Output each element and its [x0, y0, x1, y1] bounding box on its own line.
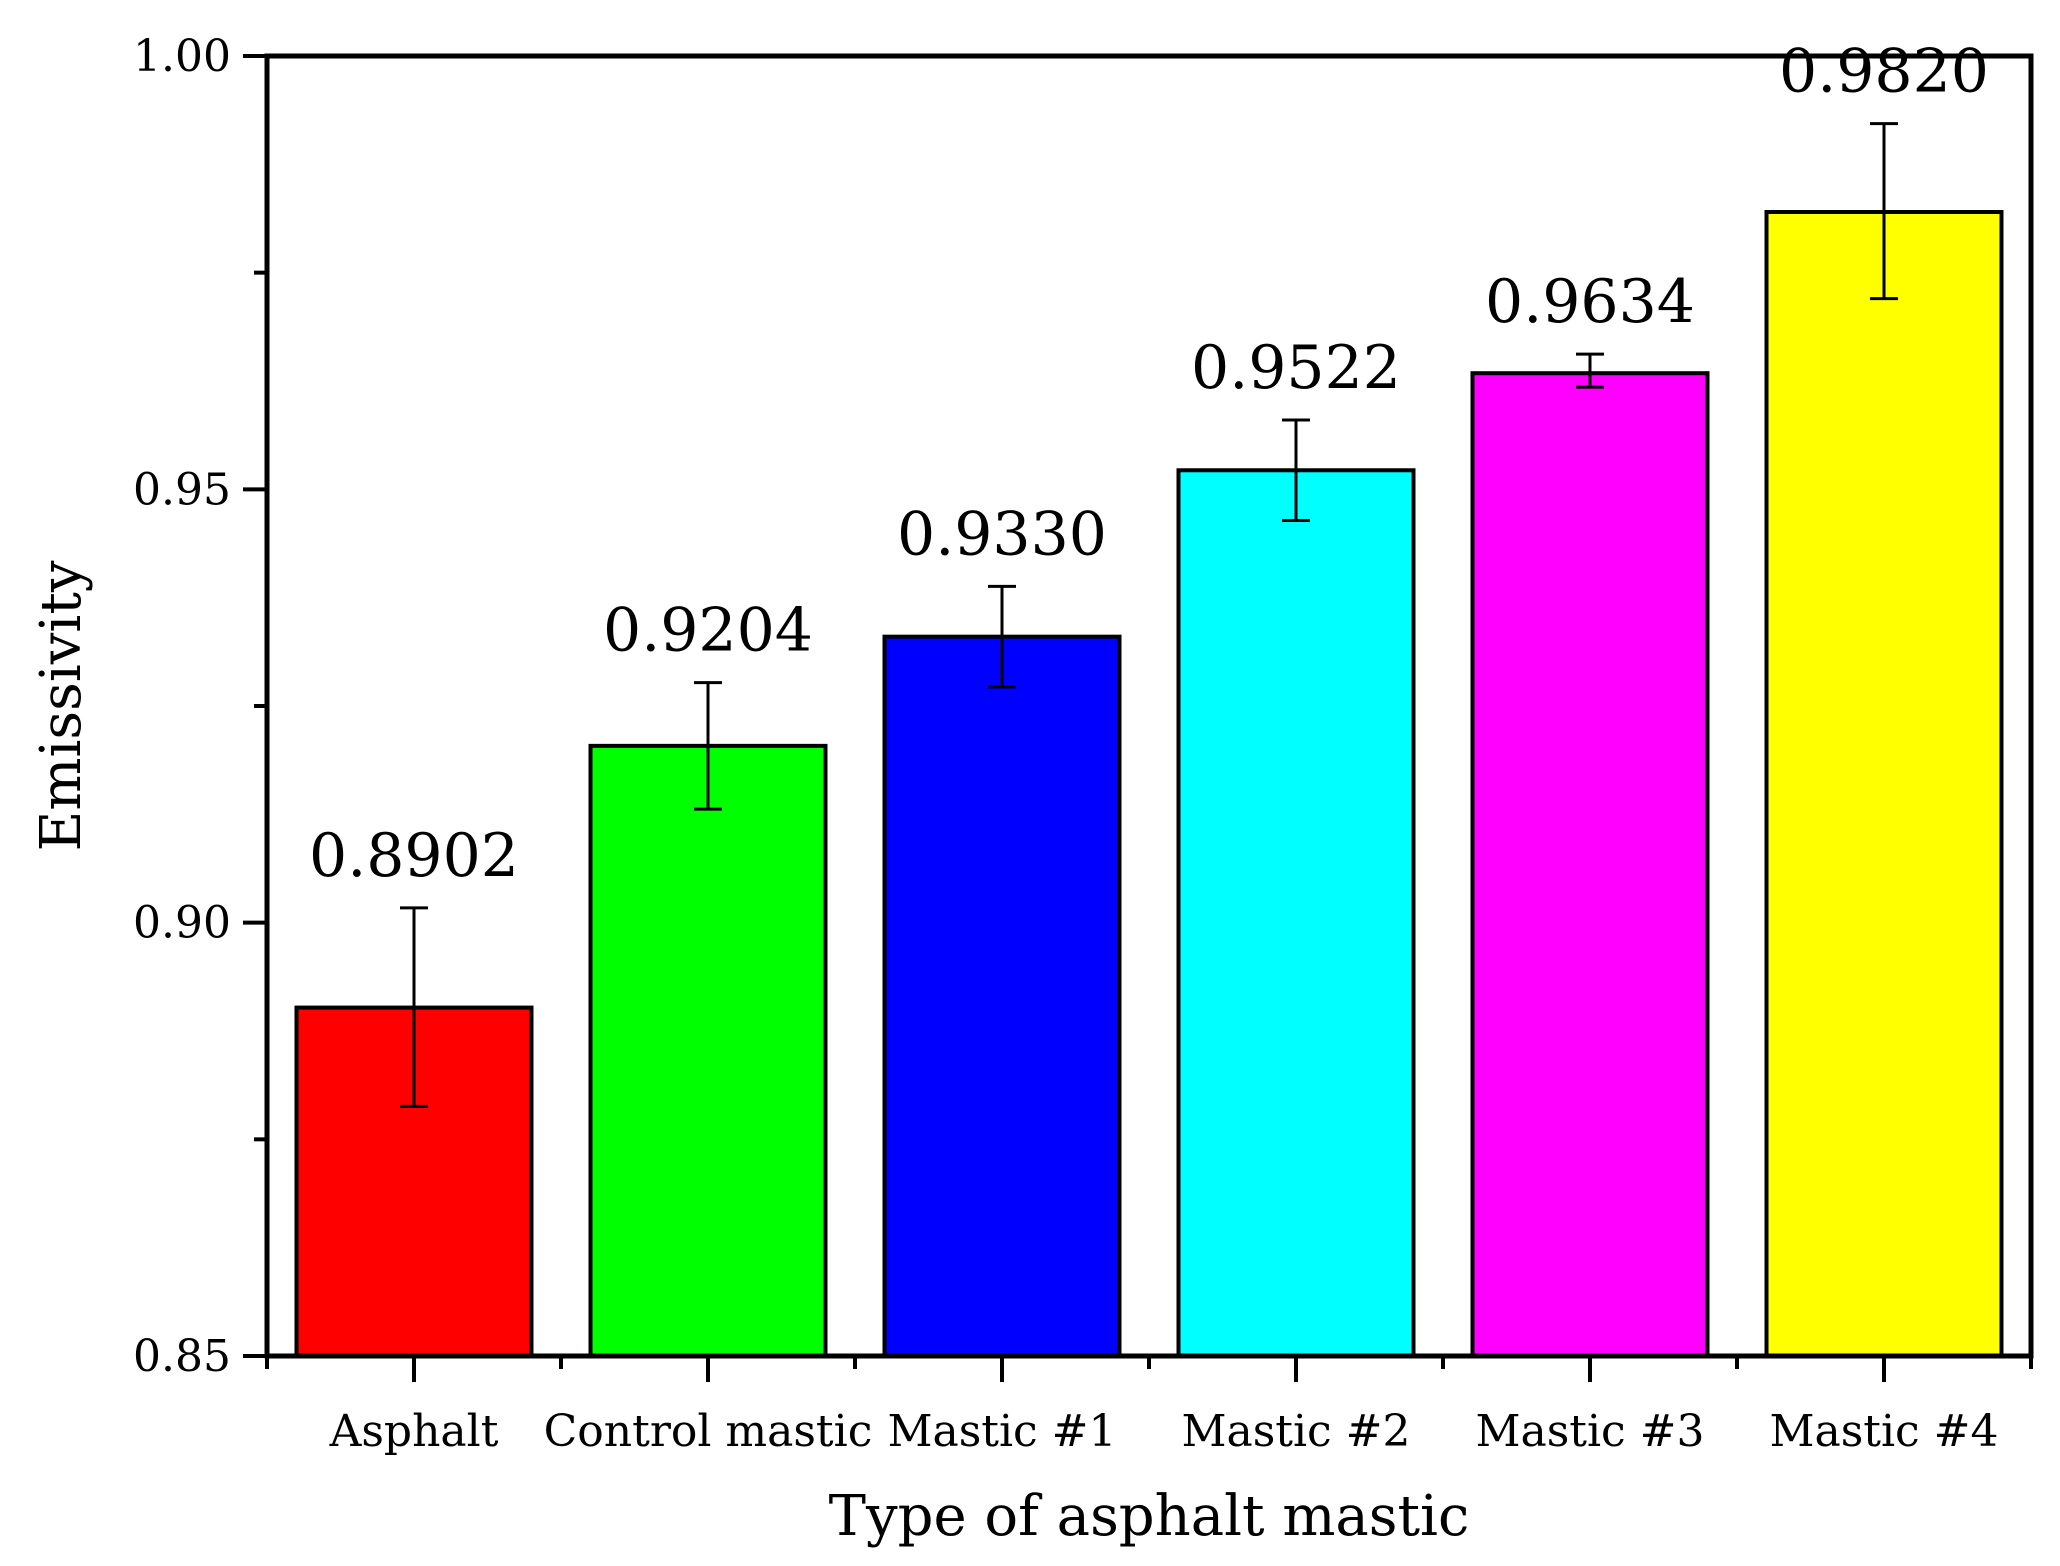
x-tick-label: Mastic #1	[887, 1406, 1116, 1457]
value-labels-layer: 0.8902 0.9204 0.9330 0.9522 0.9634 0.9820	[309, 37, 1989, 891]
bar	[1176, 468, 1416, 1358]
x-axis-title: Type of asphalt mastic	[829, 1484, 1470, 1549]
y-tick-label: 0.90	[133, 898, 231, 949]
data-label: 0.9634	[1485, 267, 1695, 337]
y-axis-title: Emissivity	[29, 560, 94, 851]
error-bars-layer	[400, 122, 1898, 1108]
bar	[1470, 371, 1710, 1358]
data-label: 0.9820	[1779, 37, 1989, 107]
data-label: 0.8902	[309, 821, 519, 891]
data-label: 0.9522	[1191, 333, 1401, 403]
bar	[882, 634, 1122, 1358]
bar	[1764, 210, 2004, 1358]
data-label: 0.9204	[603, 596, 813, 666]
bar	[588, 743, 828, 1358]
x-axis-ticks: Asphalt Control mastic Mastic #1 Mastic #2 M…	[265, 1356, 2033, 1457]
x-tick-label: Mastic #2	[1181, 1406, 1410, 1457]
y-tick-label: 0.85	[133, 1331, 231, 1382]
y-tick-label: 0.95	[133, 464, 231, 515]
y-tick-label: 1.00	[133, 31, 231, 82]
x-tick-label: Mastic #3	[1475, 1406, 1704, 1457]
y-axis-ticks: 0.85 0.90 0.95 1.00	[133, 31, 267, 1382]
x-tick-label: Mastic #4	[1769, 1406, 1998, 1457]
bars-layer	[294, 210, 2004, 1358]
x-tick-label: Asphalt	[329, 1406, 499, 1457]
x-tick-label: Control mastic	[544, 1406, 873, 1457]
data-label: 0.9330	[897, 499, 1107, 569]
